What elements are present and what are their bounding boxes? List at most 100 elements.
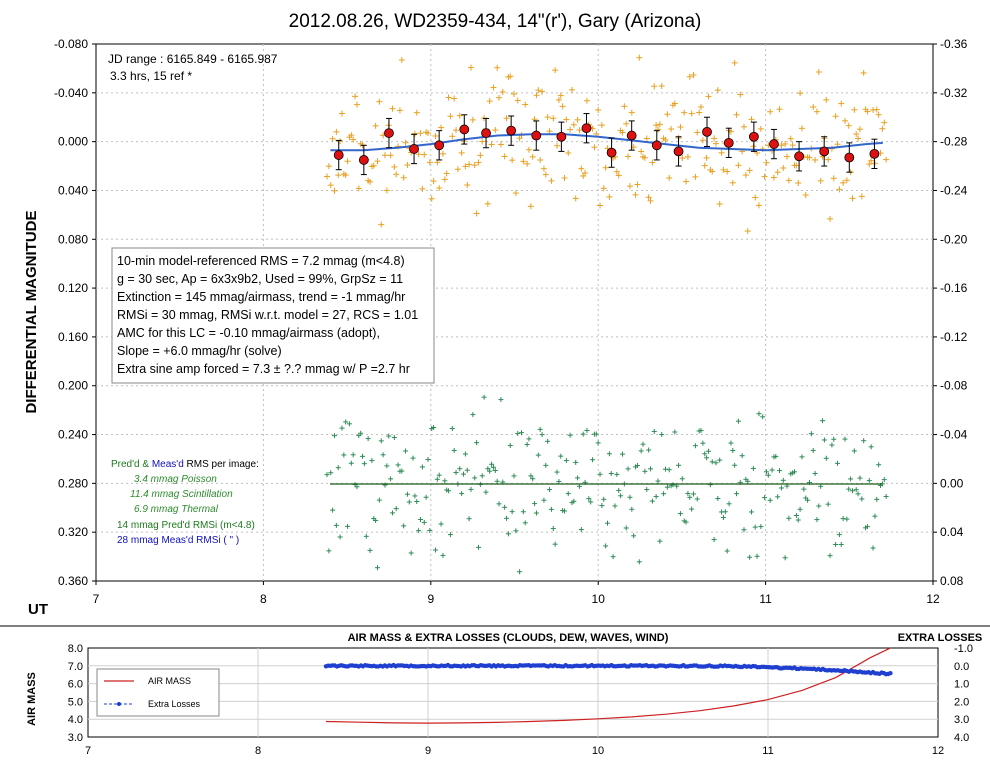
measurement-point <box>654 126 661 133</box>
reference-point <box>440 552 446 558</box>
reference-point <box>567 432 573 438</box>
average-point <box>702 116 712 148</box>
reference-point <box>704 455 710 461</box>
reference-point <box>367 547 373 553</box>
top-x-axis-label: UT <box>28 601 48 618</box>
reference-point <box>829 442 835 448</box>
reference-point <box>502 504 508 510</box>
measurement-point <box>797 90 804 97</box>
measurement-point <box>488 141 495 148</box>
measurement-point <box>647 197 654 204</box>
reference-point <box>341 452 347 458</box>
measurement-point <box>784 153 791 160</box>
measurement-point <box>327 182 334 189</box>
measurement-point <box>787 135 794 142</box>
measurement-point <box>798 125 805 132</box>
reference-point <box>685 490 691 496</box>
measurement-point <box>335 172 342 179</box>
measurement-point <box>540 165 547 172</box>
measurement-point <box>348 132 355 139</box>
bottom-y-tick-label: 7.0 <box>68 661 83 673</box>
bottom-y2-tick-label: 0.0 <box>954 661 969 673</box>
measurement-point <box>694 129 701 136</box>
y2-tick-label: 0.00 <box>940 476 964 490</box>
reference-point <box>851 448 857 454</box>
average-marker <box>459 124 470 135</box>
y2-tick-label: -0.04 <box>940 428 968 442</box>
measurement-point <box>716 201 723 208</box>
measurement-point <box>501 153 508 160</box>
measurement-point <box>832 113 839 120</box>
measurement-point <box>535 87 542 94</box>
measurement-point <box>443 170 450 177</box>
reference-point <box>588 499 594 505</box>
reference-point <box>698 428 704 434</box>
reference-point <box>631 533 637 539</box>
reference-point <box>883 493 889 499</box>
measurement-point <box>684 153 691 160</box>
measurement-point <box>662 136 669 143</box>
reference-point <box>608 471 614 477</box>
measurement-point <box>866 161 873 168</box>
average-point <box>556 121 567 152</box>
measurement-point <box>615 172 622 179</box>
reference-point <box>872 513 878 519</box>
reference-point <box>715 495 721 501</box>
reference-point <box>842 436 848 442</box>
reference-point <box>401 523 407 529</box>
reference-point <box>765 472 771 478</box>
reference-point <box>530 476 536 482</box>
reference-point <box>691 491 697 497</box>
reference-point <box>818 483 824 489</box>
reference-point <box>375 565 381 571</box>
reference-point <box>844 516 850 522</box>
rms-thermal: 6.9 mmag Thermal <box>134 504 219 515</box>
reference-point <box>543 462 549 468</box>
chart-title: 2012.08.26, WD2359-434, 14"(r'), Gary (A… <box>289 11 702 32</box>
reference-point <box>593 431 599 437</box>
measurement-point <box>883 156 890 163</box>
reference-point <box>528 473 534 479</box>
measurement-point <box>441 176 448 183</box>
measurement-point <box>503 115 510 122</box>
measurement-point <box>520 158 527 165</box>
measurement-point <box>404 161 411 168</box>
reference-point <box>835 460 841 466</box>
measurement-point <box>499 88 506 95</box>
reference-point <box>451 447 457 453</box>
measurement-point <box>453 127 460 134</box>
reference-point <box>786 515 792 521</box>
measurement-point <box>776 106 783 113</box>
measurement-point <box>750 143 757 150</box>
measurement-point <box>761 173 768 180</box>
measurement-point <box>342 172 349 179</box>
measurement-point <box>496 94 503 101</box>
top-y2-ticks: -0.36 -0.32 -0.28 -0.24 -0.20 -0.16 -0.12 -0.08… <box>933 37 968 588</box>
measurement-point <box>641 154 648 161</box>
measurement-point <box>544 114 551 121</box>
average-point <box>651 130 662 161</box>
bottom-y-tick-label: 4.0 <box>68 714 83 726</box>
average-marker <box>844 152 855 163</box>
stats-line-7: Extra sine amp forced = 7.3 ± ?.? mmag w… <box>117 362 410 376</box>
measurement-point <box>755 202 762 209</box>
reference-point <box>870 545 876 551</box>
reference-point <box>573 459 579 465</box>
reference-point <box>662 466 668 472</box>
measurement-point <box>516 135 523 142</box>
reference-point <box>576 483 582 489</box>
measurement-point <box>868 157 875 164</box>
y-tick-label: 0.320 <box>58 525 88 539</box>
reference-point <box>436 472 442 478</box>
measurement-point <box>767 108 774 115</box>
reference-point <box>711 537 717 543</box>
measurement-point <box>836 186 843 193</box>
reference-point <box>535 452 541 458</box>
measurement-point <box>383 187 390 194</box>
top-x-ticks: 7 8 9 10 11 12 <box>93 581 940 606</box>
measurement-point <box>677 124 684 131</box>
reference-point <box>653 494 659 500</box>
average-marker <box>409 144 419 154</box>
measurement-point <box>387 152 394 159</box>
reference-point <box>692 443 698 449</box>
